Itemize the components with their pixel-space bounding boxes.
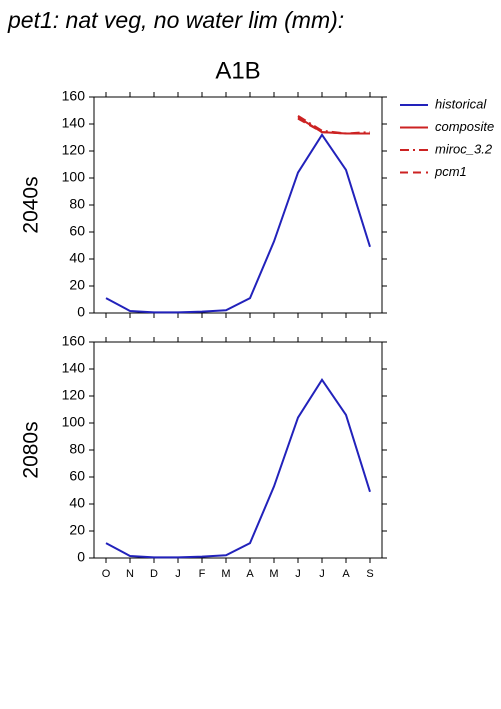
y-tick-label: 100 — [62, 414, 86, 430]
y-tick-label: 120 — [62, 142, 86, 158]
y-tick-label: 20 — [69, 277, 85, 293]
y-tick-label: 80 — [69, 441, 85, 457]
y-tick-label: 0 — [77, 304, 85, 320]
legend-label: historical — [435, 96, 487, 111]
x-tick-label: S — [366, 568, 373, 580]
x-tick-label: M — [269, 568, 278, 580]
x-tick-label: A — [246, 568, 254, 580]
series-line — [105, 132, 371, 314]
y-tick-label: 60 — [69, 223, 85, 239]
x-tick-label: M — [221, 568, 230, 580]
y-tick-label: 160 — [62, 88, 86, 104]
x-tick-label: O — [102, 568, 111, 580]
legend-label: miroc_3.2 — [435, 141, 493, 156]
y-tick-label: 60 — [69, 468, 85, 484]
legend-label: composite — [435, 119, 494, 134]
y-tick-label: 20 — [69, 522, 85, 538]
y-tick-label: 40 — [69, 250, 85, 266]
x-tick-label: D — [150, 568, 158, 580]
series-line — [297, 116, 370, 135]
plot-frame — [93, 341, 383, 559]
y-tick-label: 160 — [62, 333, 86, 349]
y-tick-label: 140 — [62, 115, 86, 131]
chart-title: pet1: nat veg, no water lim (mm): — [7, 7, 344, 33]
x-tick-label: A — [342, 568, 350, 580]
x-tick-label: F — [199, 568, 206, 580]
y-axis-label: 2040s — [20, 176, 43, 233]
chart-subtitle: A1B — [215, 57, 260, 84]
y-tick-label: 140 — [62, 360, 86, 376]
x-tick-label: N — [126, 568, 134, 580]
y-tick-label: 80 — [69, 196, 85, 212]
y-tick-label: 120 — [62, 387, 86, 403]
x-tick-label: J — [175, 568, 181, 580]
x-tick-label: J — [319, 568, 325, 580]
legend-label: pcm1 — [434, 164, 467, 179]
series-line — [297, 117, 370, 135]
y-tick-label: 100 — [62, 169, 86, 185]
plot-frame — [93, 96, 383, 314]
y-axis-label: 2080s — [20, 421, 43, 478]
x-tick-label: J — [295, 568, 301, 580]
y-tick-label: 40 — [69, 495, 85, 511]
y-tick-label: 0 — [77, 549, 85, 565]
series-line — [105, 377, 371, 559]
